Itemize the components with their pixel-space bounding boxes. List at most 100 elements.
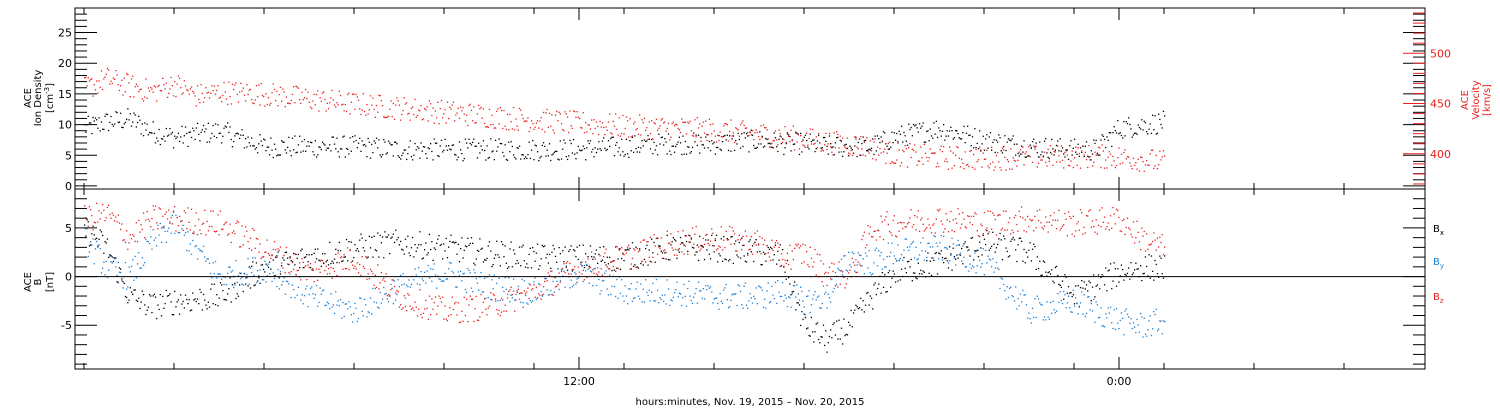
dot-bz — [514, 310, 516, 312]
dot-density — [363, 143, 366, 146]
dot-bz — [854, 264, 856, 266]
dot-velocity — [738, 135, 740, 137]
dot-by — [917, 258, 919, 260]
dot-velocity — [576, 111, 578, 113]
dot-bx — [85, 235, 87, 237]
dot-density — [828, 135, 831, 137]
dot-bz — [1061, 225, 1064, 227]
dot-velocity — [730, 119, 732, 121]
dot-density — [669, 150, 671, 152]
dot-density — [1077, 143, 1079, 145]
dot-density — [867, 149, 869, 151]
dot-bz — [714, 238, 716, 240]
dot-velocity — [430, 103, 432, 105]
dot-bx — [732, 262, 734, 265]
dot-velocity — [424, 108, 426, 110]
dot-by — [1017, 298, 1019, 300]
dot-velocity — [446, 101, 449, 103]
dot-bx — [627, 248, 629, 250]
dot-bx — [726, 238, 728, 240]
dot-velocity — [673, 125, 676, 127]
dot-bz — [559, 281, 561, 283]
dot-velocity — [279, 86, 282, 88]
dot-velocity — [390, 100, 392, 102]
dot-density — [406, 158, 408, 161]
dot-velocity — [106, 67, 109, 70]
dot-by — [774, 281, 777, 283]
dot-by — [99, 248, 101, 250]
dot-bz — [293, 268, 295, 270]
dot-velocity — [1115, 164, 1118, 167]
dot-bz — [790, 268, 792, 270]
dot-bx — [595, 249, 598, 251]
dot-by — [813, 294, 815, 296]
dot-by — [1122, 317, 1124, 319]
dot-velocity — [437, 101, 439, 103]
dot-bx — [458, 261, 461, 263]
dot-velocity — [940, 145, 942, 147]
dot-density — [714, 153, 716, 155]
dot-by — [852, 253, 855, 255]
dot-by — [981, 263, 983, 265]
dot-density — [228, 131, 230, 134]
dot-by — [198, 248, 200, 250]
dot-by — [1030, 322, 1032, 324]
dot-velocity — [171, 85, 173, 87]
dot-bx — [403, 253, 405, 255]
dot-bx — [745, 261, 748, 263]
dot-bx — [261, 264, 264, 266]
dot-velocity — [804, 146, 807, 148]
dot-velocity — [457, 107, 459, 109]
dot-bz — [909, 217, 911, 219]
dot-velocity — [782, 141, 784, 144]
dot-by — [1164, 321, 1166, 323]
dot-bx — [321, 253, 324, 255]
dot-bx — [416, 247, 419, 249]
dot-bz — [99, 218, 101, 220]
dot-bx — [121, 278, 123, 280]
dot-bz — [924, 228, 927, 230]
dot-bz — [254, 247, 256, 249]
dot-density — [333, 143, 336, 145]
dot-bx — [521, 246, 523, 248]
dot-velocity — [240, 82, 242, 84]
dot-by — [968, 270, 970, 272]
dot-bz — [123, 239, 125, 241]
dot-bx — [1006, 250, 1008, 253]
dot-by — [325, 304, 327, 306]
dot-bz — [994, 218, 996, 221]
dot-density — [223, 127, 225, 129]
dot-velocity — [1138, 170, 1141, 172]
dot-velocity — [820, 150, 822, 152]
dot-velocity — [359, 108, 361, 110]
dot-bx — [295, 253, 297, 256]
dot-density — [91, 132, 93, 135]
dot-velocity — [479, 108, 481, 110]
dot-density — [565, 156, 567, 158]
dot-density — [275, 148, 277, 150]
dot-by — [106, 276, 109, 279]
dot-bz — [951, 229, 953, 232]
dot-velocity — [774, 130, 777, 132]
dot-by — [142, 264, 145, 266]
dot-velocity — [956, 146, 958, 148]
dot-density — [291, 137, 294, 139]
dot-velocity — [1075, 146, 1077, 148]
dot-bz — [333, 270, 336, 273]
dot-bz — [897, 222, 899, 224]
dot-by — [527, 303, 529, 305]
dot-velocity — [172, 95, 175, 97]
dot-bx — [389, 252, 391, 255]
dot-by — [565, 265, 567, 267]
dot-density — [251, 137, 253, 139]
dot-bx — [623, 259, 625, 262]
dot-velocity — [99, 86, 101, 89]
dot-velocity — [880, 152, 882, 154]
dot-by — [114, 258, 116, 260]
dot-density — [1129, 123, 1131, 126]
dot-by — [1128, 316, 1130, 318]
dot-velocity — [911, 148, 913, 150]
dot-density — [1000, 150, 1002, 152]
bottom-panel-dots — [84, 202, 1166, 353]
dot-by — [475, 277, 477, 280]
